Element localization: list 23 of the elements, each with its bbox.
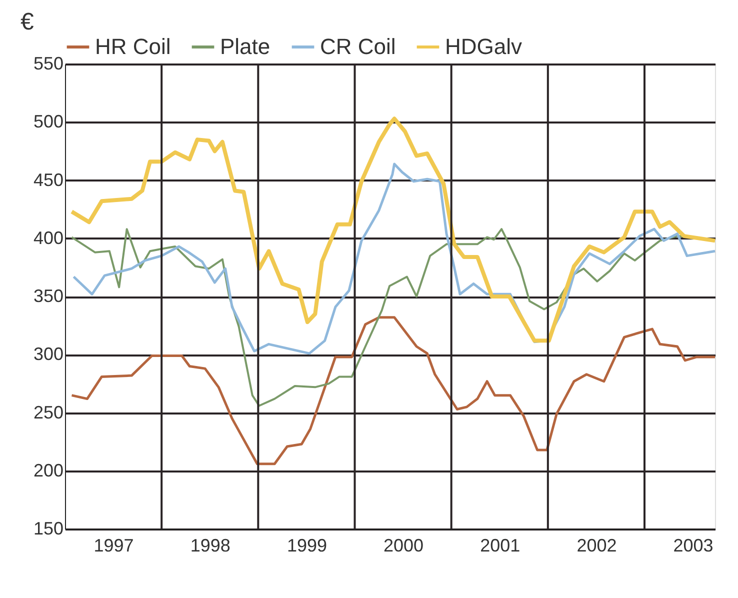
y-tick-label: 150 (33, 518, 64, 538)
y-tick-label: 300 (33, 344, 64, 364)
legend-label: HDGalv (445, 34, 522, 59)
x-tick-label: 1998 (190, 536, 230, 556)
y-tick-label: 500 (33, 112, 64, 132)
y-axis-title: € (20, 8, 34, 36)
y-tick-label: 450 (33, 170, 64, 190)
y-tick-label: 250 (33, 402, 64, 422)
x-tick-label: 2000 (384, 536, 424, 556)
x-tick-label: 2003 (673, 536, 714, 556)
y-tick-label: 550 (33, 54, 64, 74)
y-tick-label: 400 (33, 228, 64, 248)
line-series (70, 116, 717, 343)
x-tick-label: 1999 (286, 536, 327, 556)
legend-label: HR Coil (95, 34, 171, 59)
x-tick-label: 1997 (94, 536, 134, 556)
legend-label: Plate (220, 34, 270, 59)
x-tick-label: 2002 (576, 536, 617, 556)
legend-label: CR Coil (320, 34, 396, 59)
y-tick-label: 200 (33, 460, 64, 480)
y-tick-label: 350 (33, 286, 64, 306)
x-tick-label: 2001 (480, 536, 520, 556)
line-series (70, 316, 716, 466)
